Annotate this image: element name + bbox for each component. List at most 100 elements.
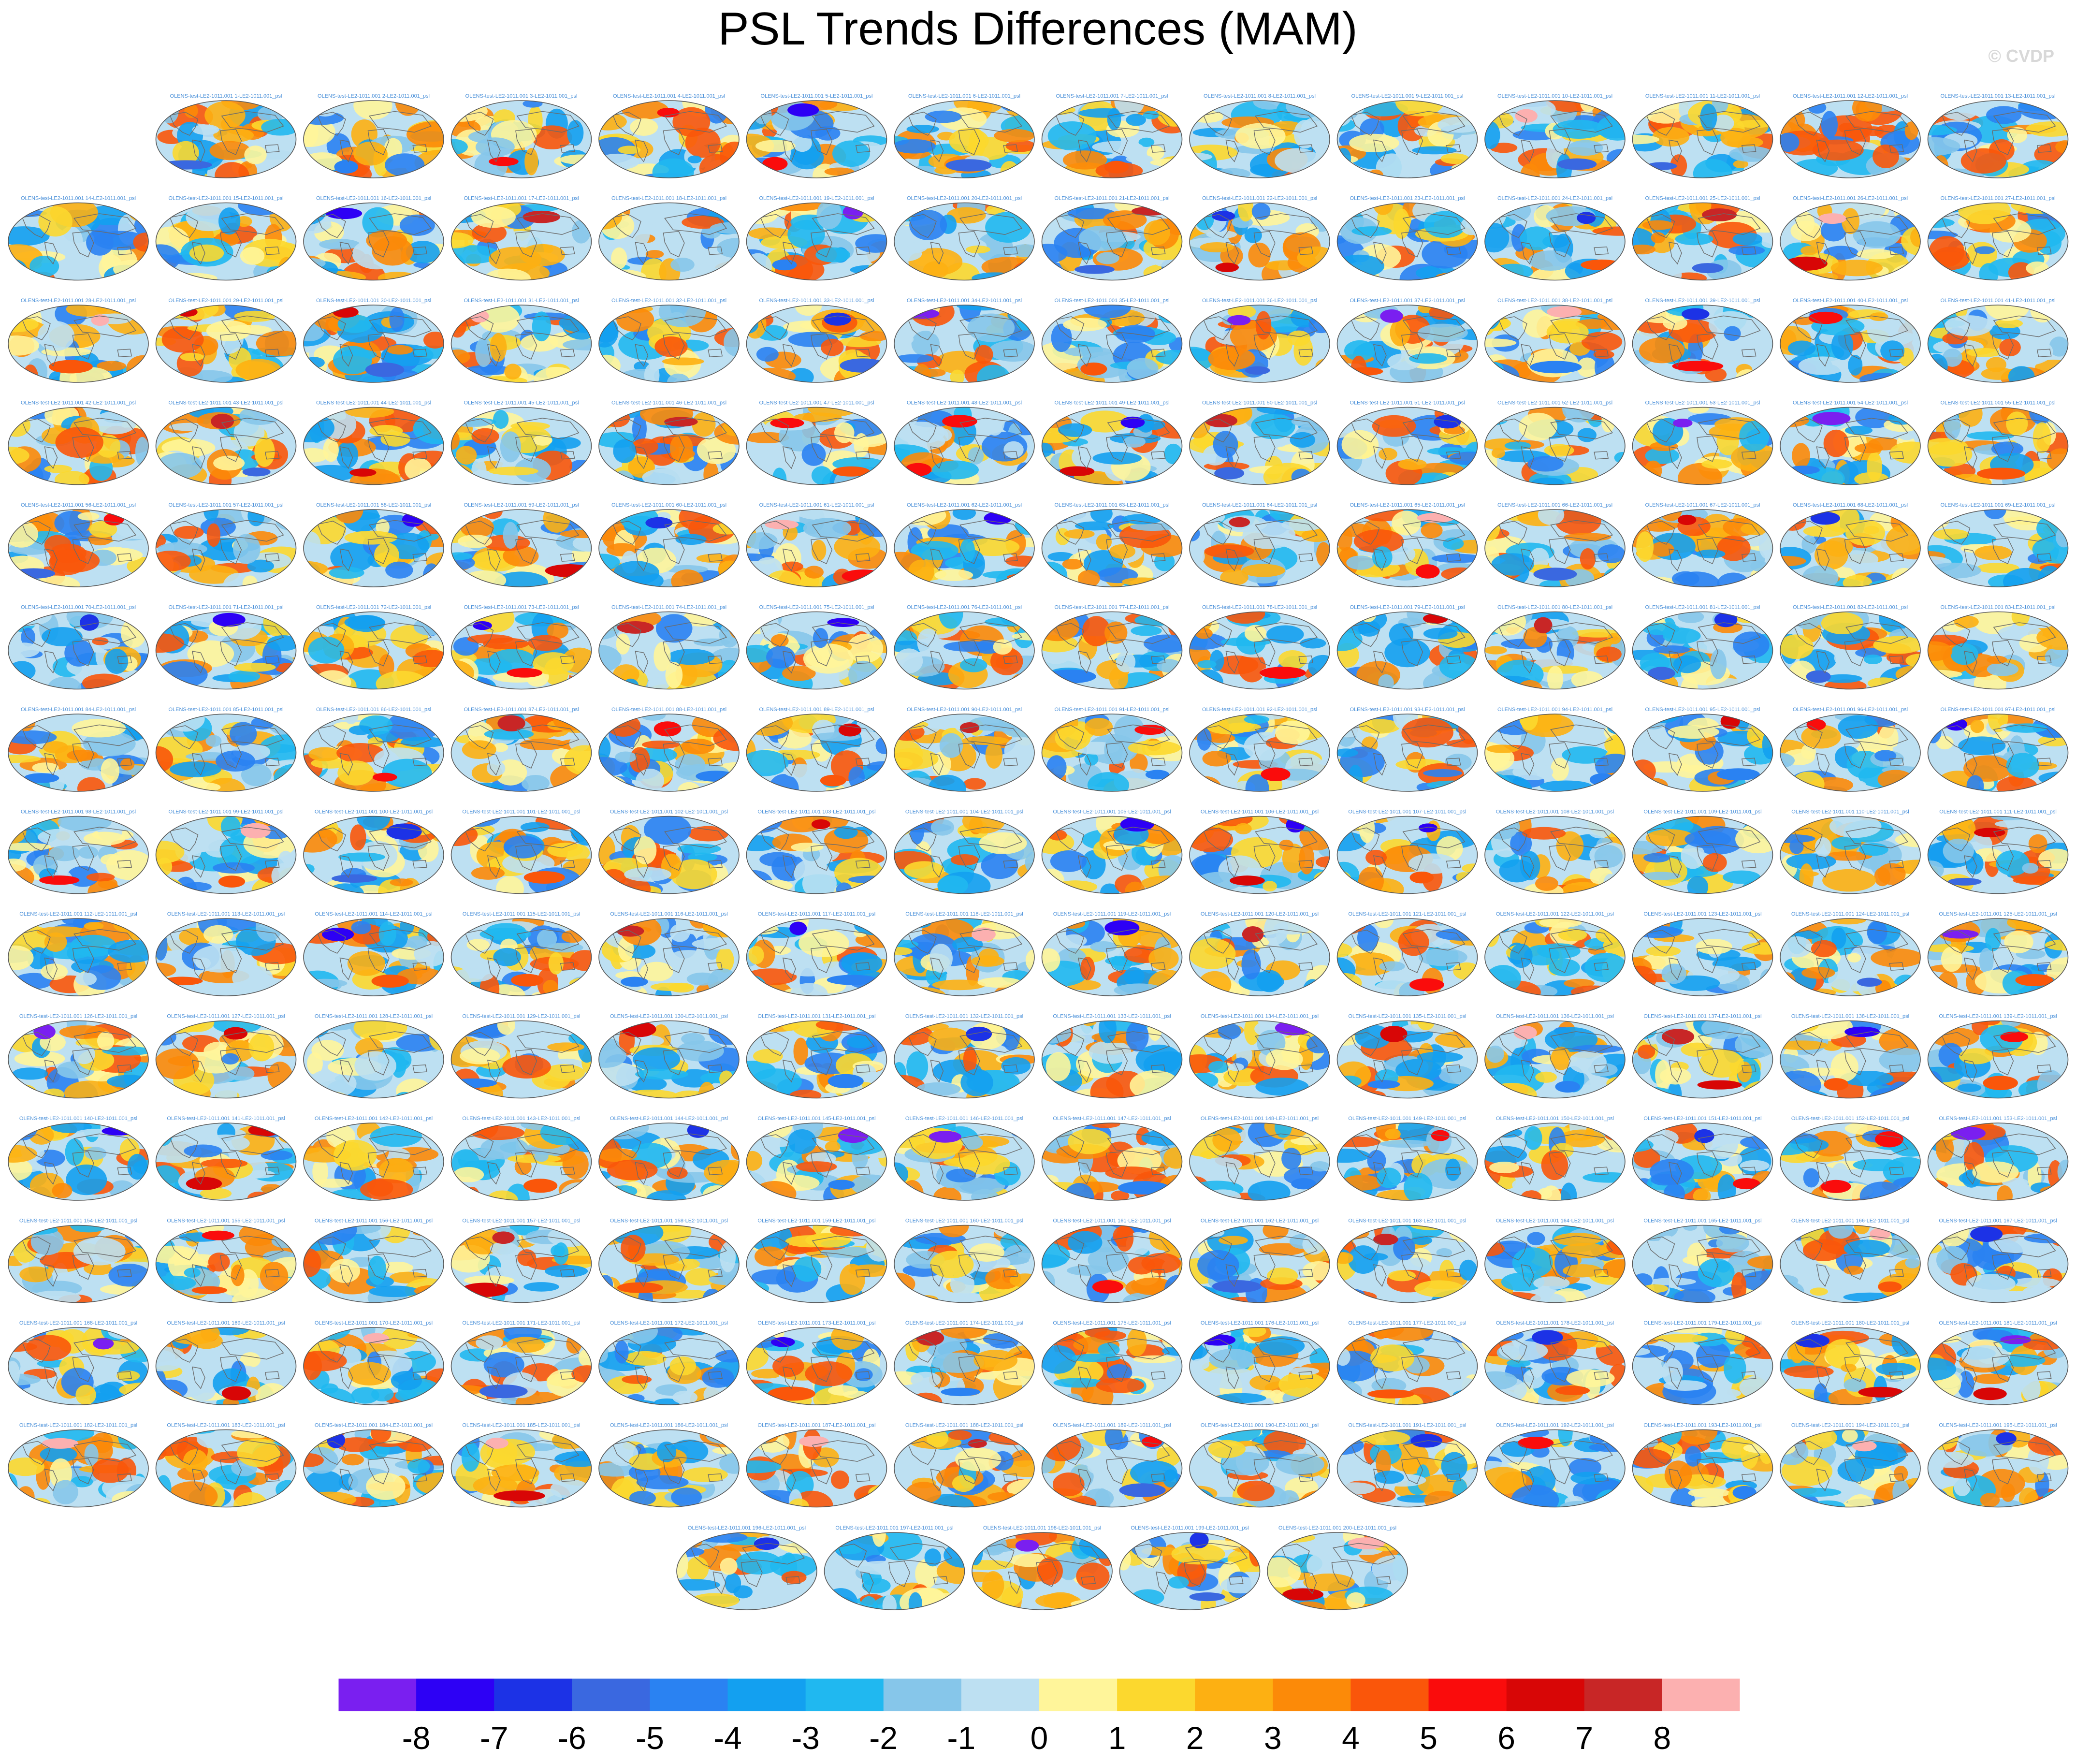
field-blob bbox=[1103, 210, 1147, 230]
field-blob bbox=[206, 320, 251, 341]
field-blob bbox=[750, 268, 778, 280]
field-blob bbox=[174, 876, 197, 894]
coastline bbox=[465, 214, 494, 238]
field-blob bbox=[1128, 740, 1181, 756]
field-blob bbox=[553, 714, 588, 731]
coastline bbox=[1298, 246, 1314, 255]
map-panel: OLENS-test-LE2-1011.001 63-LE2-1011.001_… bbox=[1041, 502, 1183, 587]
field-extreme bbox=[80, 614, 99, 631]
panel-title: OLENS-test-LE2-1011.001 83-LE2-1011.001_… bbox=[1940, 605, 2055, 611]
map-panel: OLENS-test-LE2-1011.001 52-LE2-1011.001_… bbox=[1484, 400, 1626, 485]
field-blob bbox=[759, 852, 797, 867]
map-border bbox=[155, 100, 297, 178]
field-blob bbox=[1417, 323, 1468, 342]
field-blob bbox=[1485, 363, 1520, 382]
map-panel: OLENS-test-LE2-1011.001 24-LE2-1011.001_… bbox=[1484, 196, 1626, 281]
field-blob bbox=[1717, 535, 1751, 561]
field-blob bbox=[337, 760, 374, 786]
field-blob bbox=[901, 510, 946, 526]
panel-title: OLENS-test-LE2-1011.001 114-LE2-1011.001… bbox=[315, 911, 432, 917]
coastline bbox=[1203, 112, 1232, 136]
field-extreme bbox=[1080, 362, 1107, 376]
field-blob bbox=[1275, 148, 1321, 174]
coastline bbox=[959, 213, 1023, 235]
field-blob bbox=[304, 321, 324, 341]
field-blob bbox=[756, 347, 779, 362]
field-blob bbox=[184, 103, 198, 118]
field-blob bbox=[909, 210, 947, 240]
field-blob bbox=[718, 560, 739, 578]
map-panel: OLENS-test-LE2-1011.001 9-LE2-1011.001_p… bbox=[1336, 93, 1478, 178]
field-blob bbox=[1485, 121, 1500, 149]
coastline bbox=[72, 231, 94, 258]
panel-title: OLENS-test-LE2-1011.001 68-LE2-1011.001_… bbox=[1793, 502, 1908, 508]
field-blob bbox=[960, 539, 975, 563]
field-blob bbox=[712, 523, 739, 535]
field-blob bbox=[1499, 859, 1535, 883]
field-extreme bbox=[386, 823, 422, 840]
field-blob bbox=[2007, 127, 2028, 144]
field-blob bbox=[677, 844, 721, 854]
panel-title: OLENS-test-LE2-1011.001 2-LE2-1011.001_p… bbox=[318, 93, 430, 99]
field-extreme bbox=[12, 568, 56, 579]
coastline bbox=[560, 144, 575, 153]
map-panel: OLENS-test-LE2-1011.001 87-LE2-1011.001_… bbox=[450, 707, 592, 792]
field-extreme bbox=[842, 569, 885, 583]
field-blob bbox=[950, 369, 965, 382]
field-blob bbox=[160, 101, 179, 124]
field-blob bbox=[1248, 242, 1271, 268]
panel-title: OLENS-test-LE2-1011.001 49-LE2-1011.001_… bbox=[1054, 400, 1169, 406]
coastline bbox=[465, 112, 494, 136]
coastline bbox=[1078, 139, 1091, 162]
field-blob bbox=[1791, 772, 1825, 791]
field-blob bbox=[1017, 863, 1034, 880]
field-blob bbox=[130, 369, 148, 382]
field-blob bbox=[1728, 245, 1765, 256]
field-blob bbox=[1720, 128, 1751, 147]
field-blob bbox=[1535, 876, 1558, 891]
field-blob bbox=[465, 364, 511, 376]
field-blob bbox=[1016, 462, 1033, 481]
field-blob bbox=[1378, 674, 1394, 689]
panel-title: OLENS-test-LE2-1011.001 20-LE2-1011.001_… bbox=[907, 196, 1022, 202]
field-blob bbox=[1087, 772, 1130, 791]
field-blob bbox=[353, 101, 392, 120]
coastline bbox=[117, 349, 132, 357]
map-panel: OLENS-test-LE2-1011.001 27-LE2-1011.001_… bbox=[1927, 196, 2069, 281]
map-panel: OLENS-test-LE2-1011.001 59-LE2-1011.001_… bbox=[450, 502, 592, 587]
coastline bbox=[635, 344, 649, 367]
field-blob bbox=[1928, 670, 1962, 679]
field-blob bbox=[653, 642, 671, 671]
field-blob bbox=[599, 774, 627, 791]
map-panel: OLENS-test-LE2-1011.001 20-LE2-1011.001_… bbox=[894, 196, 1035, 281]
map-border bbox=[894, 100, 1035, 178]
field-blob bbox=[133, 232, 148, 252]
chart-title: PSL Trends Differences (MAM) bbox=[718, 3, 1357, 55]
field-blob bbox=[1045, 576, 1068, 587]
panel-title: OLENS-test-LE2-1011.001 62-LE2-1011.001_… bbox=[907, 502, 1022, 508]
map-border bbox=[1336, 100, 1478, 178]
field-blob bbox=[2024, 467, 2061, 485]
field-blob bbox=[274, 764, 296, 791]
field-blob bbox=[1753, 264, 1773, 280]
field-blob bbox=[894, 139, 936, 154]
panel-title: OLENS-test-LE2-1011.001 15-LE2-1011.001_… bbox=[168, 196, 283, 202]
map-panel: OLENS-test-LE2-1011.001 23-LE2-1011.001_… bbox=[1336, 196, 1478, 281]
field-blob bbox=[930, 819, 955, 836]
field-blob bbox=[1909, 469, 1920, 482]
field-blob bbox=[1337, 468, 1351, 484]
field-blob bbox=[1051, 323, 1072, 352]
field-extreme bbox=[1810, 511, 1840, 525]
field-blob bbox=[1830, 260, 1883, 277]
field-blob bbox=[868, 262, 887, 271]
map-panel: OLENS-test-LE2-1011.001 91-LE2-1011.001_… bbox=[1041, 707, 1183, 792]
coastline bbox=[1298, 144, 1314, 153]
coastline bbox=[1255, 213, 1318, 235]
field-blob bbox=[974, 345, 993, 364]
field-blob bbox=[156, 886, 174, 894]
field-blob bbox=[1986, 106, 2022, 124]
field-blob bbox=[1933, 275, 1961, 280]
field-blob bbox=[1190, 881, 1215, 894]
field-blob bbox=[309, 173, 341, 178]
coastline bbox=[1941, 112, 1971, 136]
